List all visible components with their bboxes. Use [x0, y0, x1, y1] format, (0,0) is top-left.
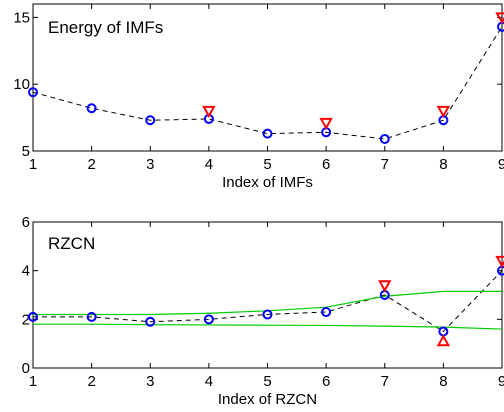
chart-1-series-1-line	[33, 26, 503, 140]
chart-1-x-tick-label: 1	[29, 156, 37, 173]
chart-1-x-tick-label: 9	[498, 156, 504, 173]
chart-2-x-tick-label: 6	[322, 373, 330, 390]
chart-2-axes-box	[32, 221, 503, 369]
chart-2-y-tick-label: 2	[22, 311, 30, 328]
chart-1-series-2-point	[436, 105, 451, 118]
chart-1-series-2-point	[495, 12, 504, 25]
chart-1-series-1-point	[497, 21, 504, 32]
chart-2-x-tick-label: 2	[87, 373, 95, 390]
chart-1-series-1-point	[379, 133, 390, 144]
chart-2-series-2-point	[495, 255, 504, 268]
chart-2-x-tick-label: 5	[263, 373, 271, 390]
chart-1-series-1-point	[262, 128, 273, 139]
chart-2-x-tick-label: 9	[498, 373, 504, 390]
chart-1-x-tick-label: 4	[205, 156, 213, 173]
chart-2-title: RZCN	[48, 234, 95, 253]
chart-2-y-tick-label: 0	[22, 360, 30, 377]
chart-1-x-tick-label: 8	[439, 156, 447, 173]
chart-1-x-axis-label: Index of IMFs	[222, 174, 313, 191]
chart-2-x-tick-label: 1	[29, 373, 37, 390]
chart-1-series-1-point	[86, 103, 97, 114]
chart-1-x-tick-label: 3	[146, 156, 154, 173]
chart-1-series-1-point	[145, 115, 156, 126]
chart-2-x-tick-label: 4	[205, 373, 213, 390]
chart-1-series-1-point	[28, 87, 38, 98]
chart-1-x-tick-label: 7	[381, 156, 389, 173]
chart-1-title: Energy of IMFs	[48, 18, 163, 37]
chart-2-series-5-line	[33, 323, 503, 330]
chart-2-series-1-point	[86, 311, 97, 322]
chart-2-y-tick-label: 4	[22, 263, 30, 280]
chart-1-y-tick-label: 5	[22, 143, 30, 160]
chart-2-series-1-point	[321, 307, 332, 318]
chart-2-series-1-line	[33, 270, 503, 333]
chart-2-series-1-point	[28, 311, 38, 322]
chart-2-x-tick-label: 8	[439, 373, 447, 390]
chart-1-y-tick-label: 10	[13, 76, 30, 93]
chart-1-x-tick-label: 6	[322, 156, 330, 173]
chart-2-series-3-point	[436, 334, 451, 347]
chart-2-series-1-point	[145, 316, 156, 327]
chart-2-series-2-point	[378, 280, 392, 293]
chart-2-y-tick-label: 6	[22, 214, 30, 231]
chart-1-y-tick-label: 15	[13, 9, 30, 26]
chart-1-x-tick-label: 2	[87, 156, 95, 173]
chart-1-series-2-point	[202, 105, 216, 118]
chart-2-x-tick-label: 7	[381, 373, 389, 390]
chart-2-x-tick-label: 3	[146, 373, 154, 390]
chart-2-series-1-point	[262, 309, 273, 320]
chart-2-series-1-point	[203, 314, 214, 325]
chart-1-series-2-point	[319, 117, 333, 130]
chart-2-x-axis-label: Index of RZCN	[218, 391, 317, 408]
chart-1-x-tick-label: 5	[263, 156, 271, 173]
